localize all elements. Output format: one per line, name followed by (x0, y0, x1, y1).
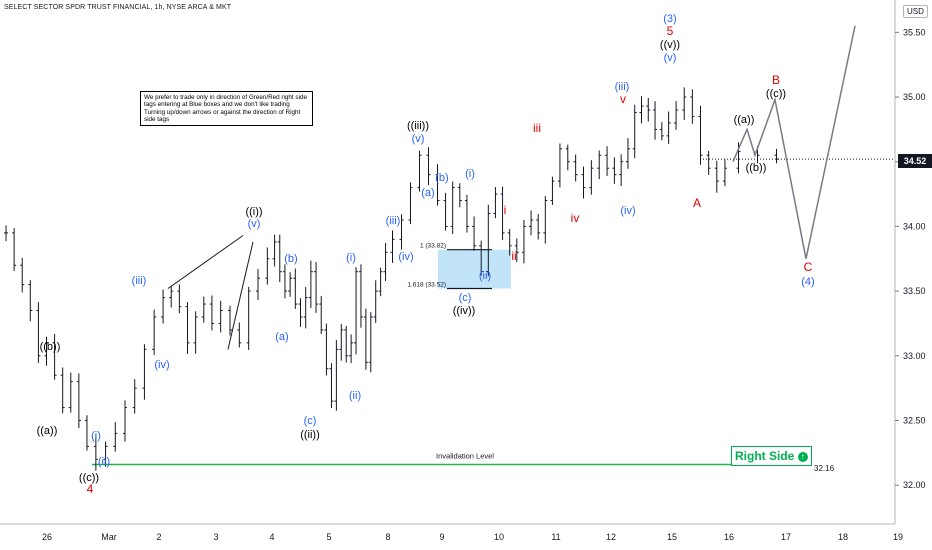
wave-label: (ii) (349, 390, 361, 402)
blue-box-zone (438, 249, 511, 289)
wave-label: (v) (664, 52, 677, 64)
time-tick-label: 5 (326, 532, 331, 542)
wave-label: 5 (667, 24, 674, 38)
wave-label: (iii) (386, 215, 401, 227)
time-tick-label: 15 (667, 532, 677, 542)
wave-label: ((c)) (766, 88, 786, 100)
time-tick-label: 8 (385, 532, 390, 542)
wave-label: ((iii)) (407, 120, 429, 132)
arrow-up-icon: ↑ (797, 451, 808, 462)
wave-label: ((v)) (660, 39, 680, 51)
wave-label: ((b)) (746, 162, 767, 174)
price-tick-label: 32.00 (903, 480, 926, 490)
wave-label: 4 (87, 482, 94, 496)
wave-label: (iii) (615, 81, 630, 93)
wave-label: (3) (663, 13, 676, 25)
time-tick-label: 11 (551, 532, 560, 542)
wave-label: (a) (275, 331, 288, 343)
wave-label: ((a)) (37, 425, 58, 437)
time-tick-label: 4 (269, 532, 274, 542)
price-tick-label: 33.00 (903, 351, 926, 361)
wave-label: (iv) (154, 359, 169, 371)
fib-level-label: 1.618 (33.52) (407, 282, 446, 289)
wave-label: ii (511, 249, 516, 263)
wave-label: (ii) (479, 270, 491, 282)
time-tick-label: 9 (439, 532, 444, 542)
wave-label: (iv) (398, 251, 413, 263)
wave-label: (iv) (620, 205, 635, 217)
wave-label: B (772, 73, 780, 87)
wave-label: A (693, 196, 701, 210)
trading-note: We prefer to trade only in direction of … (140, 91, 313, 127)
wave-label: v (620, 92, 626, 106)
fib-level-label: 1 (33.82) (420, 243, 446, 250)
projection-path (732, 25, 856, 259)
time-tick-label: 18 (838, 532, 848, 542)
wave-label: (v) (412, 133, 425, 145)
wave-label: (i) (465, 168, 475, 180)
wave-label: C (804, 260, 813, 274)
wave-label: ((i)) (245, 206, 262, 218)
wave-label: (a) (421, 187, 434, 199)
price-tick-label: 35.50 (903, 27, 926, 37)
wave-label: ((iv)) (453, 305, 476, 317)
time-tick-label: 10 (494, 532, 504, 542)
wave-label: (c) (304, 415, 317, 427)
wave-label: iv (571, 211, 580, 225)
wave-label: ((a)) (734, 114, 755, 126)
time-tick-label: 17 (781, 532, 791, 542)
chart-title: SELECT SECTOR SPDR TRUST FINANCIAL, 1h, … (4, 4, 232, 11)
time-tick-label: 16 (724, 532, 734, 542)
time-tick-label: 19 (893, 532, 903, 542)
wave-label: (i) (91, 430, 101, 442)
trend-line-upper (167, 235, 244, 289)
wave-label: (b) (435, 172, 448, 184)
right-side-tag: Right Side ↑ (731, 446, 812, 466)
invalidation-value: 32.16 (812, 464, 837, 473)
current-price-tag: 34.52 (898, 154, 932, 168)
currency-label[interactable]: USD (903, 5, 928, 18)
wave-label: i (504, 203, 507, 217)
price-tick-label: 35.00 (903, 92, 926, 102)
wave-label: ((b)) (40, 341, 61, 353)
wave-label: ((ii)) (300, 429, 320, 441)
price-tick-label: 34.00 (903, 221, 926, 231)
wave-label: (b) (284, 253, 297, 265)
wave-label: (ii) (98, 456, 110, 468)
price-tick-label: 32.50 (903, 415, 926, 425)
time-tick-label: 2 (156, 532, 161, 542)
wave-label: ((c)) (79, 472, 99, 484)
invalidation-label: Invalidation Level (436, 451, 494, 460)
trend-line-lower (227, 241, 254, 350)
right-side-label: Right Side (735, 449, 795, 463)
time-tick-label: 26 (42, 532, 52, 542)
price-tick-label: 33.50 (903, 286, 926, 296)
wave-label: (4) (801, 276, 814, 288)
time-tick-label: 12 (606, 532, 616, 542)
wave-label: (c) (459, 292, 472, 304)
wave-label: (iii) (132, 275, 147, 287)
wave-label: (i) (346, 252, 356, 264)
wave-label: iii (533, 121, 541, 135)
time-tick-label: Mar (101, 532, 117, 542)
wave-label: (v) (248, 218, 261, 230)
time-tick-label: 3 (213, 532, 218, 542)
